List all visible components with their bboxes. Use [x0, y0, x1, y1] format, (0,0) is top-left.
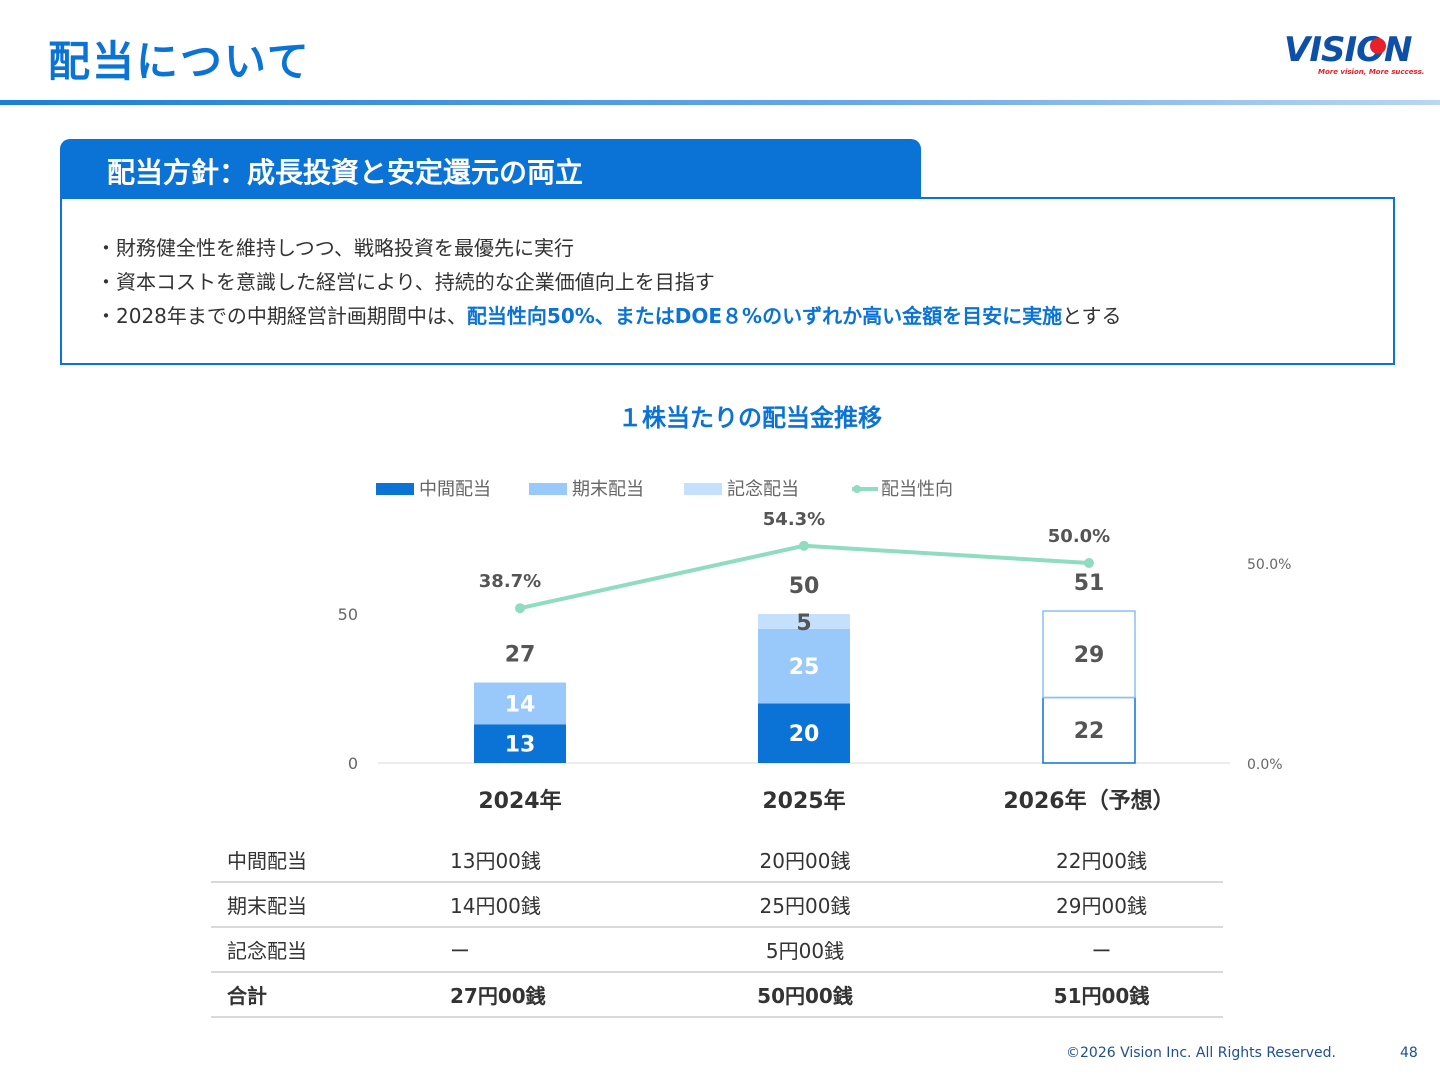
table-row: 期末配当 14円00銭 25円00銭 29円00銭 — [211, 882, 1223, 928]
dividend-table: 中間配当 13円00銭 20円00銭 22円00銭 期末配当 14円00銭 25… — [211, 838, 1223, 1018]
policy-box: ・財務健全性を維持しつつ、戦略投資を最優先に実行 ・資本コストを意識した経営によ… — [60, 197, 1395, 365]
table-row: 記念配当 ー 5円00銭 ー — [211, 927, 1223, 973]
bar-value-label: 25 — [789, 655, 820, 680]
bar-total-label: 27 — [505, 643, 536, 668]
bar-value-label: 5 — [796, 611, 811, 636]
policy-item: ・2028年までの中期経営計画期間中は、配当性向50%、またはDOE８%のいずれ… — [96, 299, 1122, 333]
table-cell: ー — [397, 927, 660, 973]
row-label: 中間配当 — [211, 838, 397, 883]
payout-ratio-point — [515, 603, 525, 614]
payout-ratio-label: 50.0% — [1048, 526, 1110, 547]
table-total-row: 合計 27円00銭 50円00銭 51円00銭 — [211, 972, 1223, 1018]
table-cell: 14円00銭 — [397, 882, 660, 928]
y-right-tick-label: 50.0% — [1247, 557, 1291, 573]
bar-segment — [1042, 696, 1136, 764]
x-category-label: 2025年 — [762, 788, 845, 814]
row-label: 記念配当 — [211, 927, 397, 973]
logo-red-dot — [1370, 38, 1386, 54]
legend-label: 配当性向 — [881, 479, 953, 500]
legend-label: 記念配当 — [727, 478, 799, 500]
y-left-tick-label: 50 — [338, 605, 358, 624]
table-row: 中間配当 13円00銭 20円00銭 22円00銭 — [211, 838, 1223, 883]
table-cell: 5円00銭 — [660, 927, 950, 973]
policy-highlight: 配当性向50%、またはDOE８%のいずれか高い金額を目安に実施 — [466, 304, 1063, 328]
y-right-tick-label: 0.0% — [1247, 757, 1283, 773]
table-cell: 13円00銭 — [397, 838, 660, 883]
legend-label: 中間配当 — [419, 479, 491, 500]
legend-swatch — [684, 483, 722, 495]
legend-label: 期末配当 — [572, 479, 644, 500]
bar-segment — [474, 682, 566, 725]
legend-swatch — [376, 483, 414, 495]
policy-heading: 配当方針：成長投資と安定還元の両立 — [107, 156, 584, 189]
table-cell: 25円00銭 — [660, 882, 950, 928]
bar-segment — [474, 724, 566, 763]
table-cell: 50円00銭 — [660, 972, 950, 1018]
payout-ratio-label: 38.7% — [479, 571, 541, 592]
logo-wordmark: VISION — [1284, 30, 1412, 70]
x-category-label: 2026年（予想） — [1003, 788, 1174, 814]
table-cell: 27円00銭 — [397, 972, 660, 1018]
policy-item: ・財務健全性を維持しつつ、戦略投資を最優先に実行 — [96, 236, 574, 260]
logo-tagline: More vision, More success. — [1318, 68, 1425, 76]
bar-total-label: 50 — [789, 574, 820, 599]
bar-value-label: 14 — [505, 692, 536, 717]
policy-item-prefix: ・2028年までの中期経営計画期間中は、 — [96, 304, 467, 328]
bar-segment — [758, 628, 850, 704]
payout-ratio-point — [1084, 558, 1094, 568]
vision-logo: VISION More vision, More success. — [1282, 30, 1428, 80]
payout-ratio-point — [799, 540, 809, 551]
policy-header-tab: 配当方針：成長投資と安定還元の両立 — [60, 139, 921, 197]
table-cell: 51円00銭 — [950, 972, 1223, 1018]
chart-title: １株当たりの配当金推移 — [618, 404, 882, 432]
table-cell: ー — [950, 927, 1223, 973]
page-number: 48 — [1400, 1045, 1418, 1061]
legend-swatch — [529, 483, 567, 495]
x-category-label: 2024年 — [478, 788, 561, 814]
dividend-chart: 0 50 0.0% 50.0% 13 14 27 2024年 20 25 5 50 2025年 22 29 5… — [338, 478, 1292, 814]
bar-segment — [1042, 610, 1136, 699]
payout-ratio-label: 54.3% — [763, 509, 825, 530]
table-cell: 29円00銭 — [950, 882, 1223, 928]
row-label: 合計 — [211, 972, 397, 1018]
bar-value-label: 29 — [1074, 643, 1105, 668]
bar-segment — [758, 614, 850, 629]
policy-item-suffix: とする — [1062, 304, 1122, 328]
table-cell: 22円00銭 — [950, 838, 1223, 883]
bar-value-label: 20 — [789, 722, 820, 747]
y-left-tick-label: 0 — [348, 754, 358, 773]
legend-line-marker — [853, 485, 861, 493]
bar-segment — [758, 703, 850, 763]
policy-list: ・財務健全性を維持しつつ、戦略投資を最優先に実行 ・資本コストを意識した経営によ… — [96, 231, 1122, 333]
title-divider — [0, 100, 1440, 105]
policy-item: ・資本コストを意識した経営により、持続的な企業価値向上を目指す — [96, 270, 715, 294]
row-label: 期末配当 — [211, 882, 397, 928]
table-cell: 20円00銭 — [660, 838, 950, 883]
bar-total-label: 51 — [1074, 571, 1105, 596]
bar-value-label: 22 — [1074, 719, 1105, 744]
copyright: ©2026 Vision Inc. All Rights Reserved. — [1066, 1045, 1336, 1061]
page-title: 配当について — [48, 37, 311, 86]
bar-value-label: 13 — [505, 733, 536, 758]
